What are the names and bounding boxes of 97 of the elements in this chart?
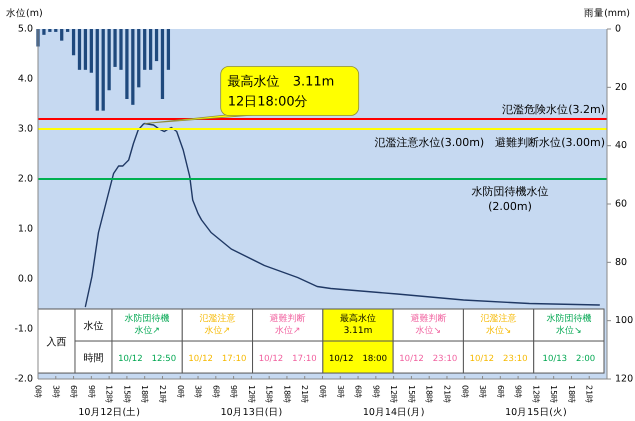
annotation: 水防団待機水位↗	[124, 313, 170, 336]
x-tick-label: 18時	[140, 385, 150, 404]
x-tick-label: 12時	[104, 385, 114, 404]
bar	[48, 29, 52, 32]
bar	[125, 29, 129, 99]
y2-tick-label: 120	[615, 374, 634, 384]
x-tick-label: 0時	[34, 385, 42, 398]
annotation: 避難判断水位↗	[270, 313, 306, 336]
x-tick-label: 15時	[549, 385, 558, 404]
annotation: 水位	[83, 320, 104, 332]
annotation: 10/12 18:00	[328, 354, 387, 364]
y-tick-label: 4.0	[18, 74, 33, 84]
text: 10月13日(日)	[220, 407, 282, 418]
ref-line-label: 水防団待機水位 (2.00m)	[472, 185, 548, 213]
y2-tick-label: 60	[615, 198, 628, 210]
x-tick-label: 15時	[264, 385, 274, 404]
annotation: 最高水位 3.11m 12日18:00分	[228, 74, 334, 110]
x-tick-label: 9時	[229, 385, 238, 398]
annotation: 10/12 17:10	[188, 354, 246, 364]
annotation: 最高水位 3.11m	[340, 313, 376, 336]
annotation: 入西	[46, 336, 66, 348]
y2-tick-label: 40	[615, 140, 628, 152]
y-tick-label: 1.0	[18, 224, 33, 234]
y2-tick-label: 20	[615, 82, 628, 93]
bar	[143, 29, 146, 70]
x-tick-label: 15時	[122, 385, 132, 404]
y2-tick-label: 0	[615, 24, 622, 34]
x-tick-label: 12時	[246, 385, 256, 404]
y-tick-label: -2.0	[14, 374, 33, 384]
bar	[60, 29, 64, 41]
bar	[148, 29, 152, 70]
x-tick-label: 21時	[584, 385, 594, 404]
x-tick-label: 21時	[158, 385, 167, 404]
y-tick-label: -1.0	[14, 324, 33, 334]
bar	[113, 29, 117, 67]
bar	[137, 29, 140, 88]
x-tick-label: 12時	[389, 385, 398, 404]
x-tick-label: 15時	[406, 385, 416, 404]
x-tick-label: 3時	[336, 385, 345, 398]
bar	[42, 29, 46, 35]
bar	[66, 29, 70, 32]
callout: 最高水位 3.11m 12日18:00分	[144, 66, 360, 124]
ref-line-label: 氾濫危険水位(3.2m)	[502, 103, 605, 116]
x-tick-label: 18時	[424, 385, 434, 404]
y-axis-title: 水位(m)	[6, 7, 43, 19]
text: 10月15日(火)	[505, 406, 567, 418]
x-tick-label: 0時	[460, 385, 470, 398]
x-tick-label: 6時	[211, 385, 220, 398]
y2-tick-label: 100	[615, 315, 634, 326]
text: 10月14日(月)	[362, 407, 424, 418]
bar	[154, 29, 158, 62]
annotation: 時間	[83, 352, 104, 364]
annotation: 10/12 17:10	[258, 354, 317, 364]
x-tick-label: 18時	[282, 385, 292, 404]
bar	[102, 29, 105, 111]
annotation: 水防団待機水位↘	[546, 313, 592, 336]
x-tick-label: 9時	[514, 385, 523, 398]
annotation: 避難判断水位↘	[410, 313, 446, 336]
y-tick-label: 3.0	[18, 124, 33, 134]
text: 10月12日(土)	[78, 406, 140, 418]
y2-tick-label: 80	[615, 256, 628, 268]
annotation: 10/12 12:50	[118, 354, 176, 364]
x-tick-label: 3時	[51, 385, 60, 398]
x-tick-label: 18時	[566, 385, 576, 404]
bar	[107, 29, 111, 90]
bar	[96, 29, 99, 111]
bar	[72, 29, 76, 56]
bar	[160, 29, 164, 99]
y2-axis-title: 雨量(mm)	[584, 8, 630, 19]
bar	[84, 29, 88, 70]
x-tick-label: 12時	[531, 385, 540, 404]
x-tick-label: 0時	[176, 385, 185, 398]
ref-line-label: 氾濫注意水位(3.00m) 避難判断水位(3.00m)	[374, 136, 605, 149]
x-tick-label: 9時	[371, 385, 380, 398]
bar	[119, 29, 123, 70]
bar	[90, 29, 93, 73]
x-tick-label: 6時	[69, 385, 78, 398]
x-tick-label: 9時	[86, 385, 96, 398]
bar	[54, 29, 58, 32]
bar	[166, 29, 170, 70]
x-tick-label: 6時	[354, 385, 363, 398]
x-tick-label: 0時	[318, 385, 327, 398]
bar	[78, 29, 82, 70]
x-tick-label: 21時	[442, 385, 452, 404]
annotation: 10/12 23:10	[399, 354, 458, 364]
annotation: 10/12 23:10	[470, 354, 528, 364]
x-tick-label: 6時	[496, 385, 505, 398]
x-tick-label: 3時	[478, 385, 488, 398]
bar	[131, 29, 134, 105]
y-tick-label: 0.0	[18, 274, 33, 284]
x-tick-label: 21時	[300, 385, 310, 404]
annotation: 氾濫注意水位↗	[199, 313, 236, 336]
y-tick-label: 2.0	[18, 174, 33, 184]
y-tick-label: 5.0	[18, 24, 33, 34]
annotation: 10/13 2:00	[542, 354, 596, 364]
annotation: 氾濫注意水位↘	[480, 313, 517, 336]
x-tick-label: 3時	[194, 385, 203, 398]
